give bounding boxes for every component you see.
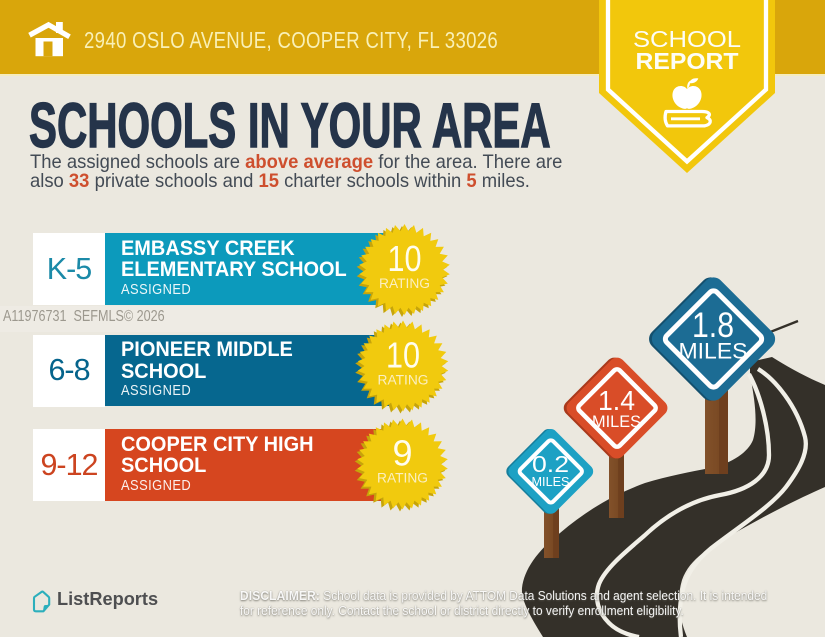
- svg-text:REPORT: REPORT: [636, 48, 740, 74]
- svg-text:MILES: MILES: [592, 413, 641, 431]
- svg-text:RATING: RATING: [377, 471, 428, 486]
- svg-text:RATING: RATING: [379, 276, 430, 291]
- svg-text:SCHOOL: SCHOOL: [633, 26, 741, 52]
- svg-text:MILES: MILES: [679, 339, 748, 364]
- svg-text:1.4: 1.4: [598, 385, 635, 416]
- svg-text:9: 9: [392, 433, 412, 474]
- svg-text:10: 10: [388, 238, 422, 279]
- svg-text:1.8: 1.8: [692, 306, 734, 345]
- svg-text:MILES: MILES: [532, 474, 570, 489]
- svg-text:10: 10: [386, 335, 420, 376]
- svg-text:RATING: RATING: [378, 373, 429, 388]
- svg-text:0.2: 0.2: [532, 451, 569, 477]
